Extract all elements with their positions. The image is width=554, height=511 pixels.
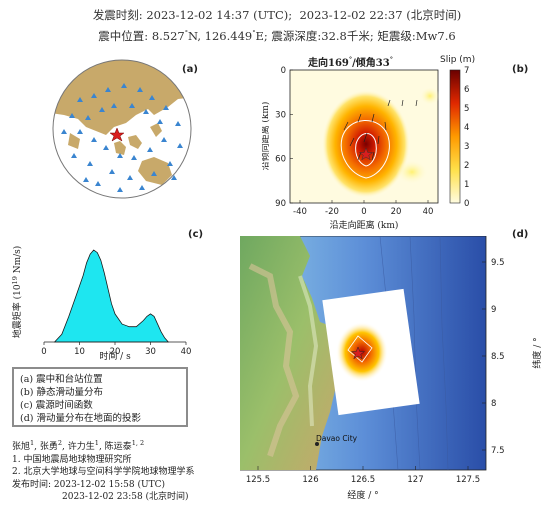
colorbar-ticks: 0 1 2 3 4 5 6 7 (464, 66, 469, 209)
map-x-ticks: 125.5 126 126.5 127 127.5 (246, 466, 480, 485)
author-names: 张旭1, 张勇2, 许力生1, 陈运泰1, 2 (12, 439, 145, 452)
affiliation-1: 1. 中国地震局地球物理研究所 (12, 454, 132, 465)
davao-city-label: Davao City (316, 434, 358, 443)
map-y-tick-label: 9.5 (491, 258, 505, 268)
stf-x-ticks: 0 10 20 30 40 (41, 342, 191, 357)
release-time-bj: 2023-12-02 23:58 (北京时间) (62, 492, 189, 502)
panel-b-title: 走向169°/倾角33° (308, 55, 393, 69)
legend-item: (b) 静态滑动量分布 (20, 387, 104, 398)
moment-rate-area (53, 249, 170, 343)
stf-x-tick-label: 0 (41, 347, 46, 357)
colorbar-tick-label: 2 (464, 161, 469, 171)
map-y-label: 纬度 / ° (531, 337, 543, 368)
slip-x-tick-label: 40 (423, 207, 434, 217)
slip-y-tick-label: 90 (275, 199, 286, 209)
origin-time-bj: 2023-12-02 22:37 (299, 8, 403, 22)
slip-x-tick-label: -40 (293, 207, 307, 217)
minor-slip-patch (396, 160, 428, 184)
author-block: 张旭1, 张勇2, 许力生1, 陈运泰1, 2 1. 中国地震局地球物理研究所 … (12, 437, 194, 504)
map-y-tick-label: 9 (491, 305, 496, 315)
continents-shape (53, 60, 191, 185)
longitude: 126.449 (204, 29, 253, 43)
header-line-1: 发震时刻: 2023-12-02 14:37 (UTC); 2023-12-02… (0, 7, 554, 23)
map-y-ticks: 9.5 9 8.5 8 7.5 (482, 258, 505, 456)
dip-label: /倾角 (352, 58, 376, 69)
stf-x-tick-label: 40 (181, 347, 192, 357)
map-x-tick-label: 126.5 (351, 475, 375, 485)
slip-y-ticks: 0 30 60 90 (275, 66, 293, 209)
lat-hemisphere: N, (188, 29, 201, 43)
station-globe-map (52, 59, 192, 199)
epicenter-label: 震中位置: (98, 29, 149, 43)
lon-hemisphere: E; (255, 29, 268, 43)
legend-item: (d) 滑动量分布在地面的投影 (20, 413, 142, 424)
map-y-tick-label: 7.5 (491, 446, 505, 456)
colorbar-tick-label: 0 (464, 199, 469, 209)
stf-x-tick-label: 30 (145, 347, 156, 357)
latitude: 8.527 (151, 29, 185, 43)
origin-time-utc: 2023-12-02 14:37 (146, 8, 250, 22)
slip-colorbar (449, 69, 461, 204)
minor-slip-patch-2 (420, 87, 440, 105)
panel-d-tag: (d) (512, 229, 529, 240)
slip-x-label: 沿走向距离 (km) (330, 219, 399, 231)
slip-y-tick-label: 30 (275, 110, 286, 120)
bj-tag: (北京时间) (406, 8, 462, 22)
depth-label: 震源深度: (271, 29, 322, 43)
slip-x-ticks: -40 -20 0 20 40 (293, 200, 433, 217)
surface-projection-map: Davao City 125.5 126 126.5 127 127.5 9.5 9 8.5… (240, 236, 543, 501)
origin-time-label: 发震时刻: (92, 8, 143, 22)
stf-y-label: 地震矩率 (1019 Nm/s) (11, 246, 23, 339)
slip-y-tick-label: 0 (281, 66, 286, 76)
utc-tag: (UTC) (253, 8, 289, 22)
header-line-2: 震中位置: 8.527°N, 126.449°E; 震源深度:32.8千米; 矩… (98, 29, 456, 43)
map-y-tick-label: 8.5 (491, 352, 505, 362)
magnitude-value: Mw7.6 (415, 29, 456, 43)
slip-x-tick-label: 0 (361, 207, 366, 217)
colorbar-tick-label: 1 (464, 180, 469, 190)
colorbar-tick-label: 5 (464, 104, 469, 114)
colorbar-tick-label: 6 (464, 85, 469, 95)
strike-label: 走向 (308, 58, 328, 69)
slip-y-label: 沿倾向距离 (km) (262, 102, 271, 171)
main-slip-patch (322, 90, 410, 198)
stf-x-tick-label: 10 (74, 347, 85, 357)
colorbar-tick-label: 7 (464, 66, 469, 76)
legend-item: (a) 震中和台站位置 (20, 374, 103, 385)
source-time-function-chart: 0 10 20 30 40 时间 / s 地震矩率 (1019 Nm/s) (11, 246, 191, 362)
depth-value: 32.8千米; (321, 29, 374, 43)
panel-c-tag: (c) (188, 229, 204, 240)
panel-legend: (a) 震中和台站位置 (b) 静态滑动量分布 (c) 震源时间函数 (d) 滑… (12, 367, 188, 427)
slip-x-tick-label: -20 (325, 207, 339, 217)
station-markers (61, 83, 183, 192)
legend-item: (c) 震源时间函数 (20, 400, 93, 411)
map-x-tick-label: 127 (407, 475, 423, 485)
colorbar-label: Slip (m) (440, 55, 476, 65)
colorbar-tick-label: 3 (464, 142, 469, 152)
panel-b-tag: (b) (512, 64, 529, 75)
davao-city-marker (315, 442, 319, 446)
stf-x-label: 时间 / s (99, 350, 131, 362)
epicenter-star-icon (109, 127, 125, 142)
slip-y-tick-label: 60 (275, 155, 286, 165)
epicenter-star-icon (350, 346, 366, 360)
slip-x-tick-label: 20 (391, 207, 402, 217)
dip-value: 33 (375, 58, 390, 69)
hypocenter-star-icon (358, 147, 374, 161)
map-y-tick-label: 8 (491, 399, 496, 409)
magnitude-label: 矩震级: (377, 29, 416, 43)
map-x-tick-label: 126 (302, 475, 318, 485)
panel-a-tag: (a) (182, 64, 198, 75)
affiliation-2: 2. 北京大学地球与空间科学学院地球物理学系 (12, 467, 195, 477)
map-x-tick-label: 125.5 (246, 475, 270, 485)
slip-vector-arrows (343, 99, 418, 161)
header-sep: ; (288, 8, 293, 22)
stf-x-tick-label: 20 (110, 347, 121, 357)
map-x-tick-label: 127.5 (456, 475, 480, 485)
map-x-label: 经度 / ° (347, 489, 378, 501)
strike-value: 169 (328, 58, 349, 69)
release-time-utc: 发布时间: 2023-12-02 15:58 (UTC) (12, 479, 165, 490)
colorbar-tick-label: 4 (464, 123, 469, 133)
